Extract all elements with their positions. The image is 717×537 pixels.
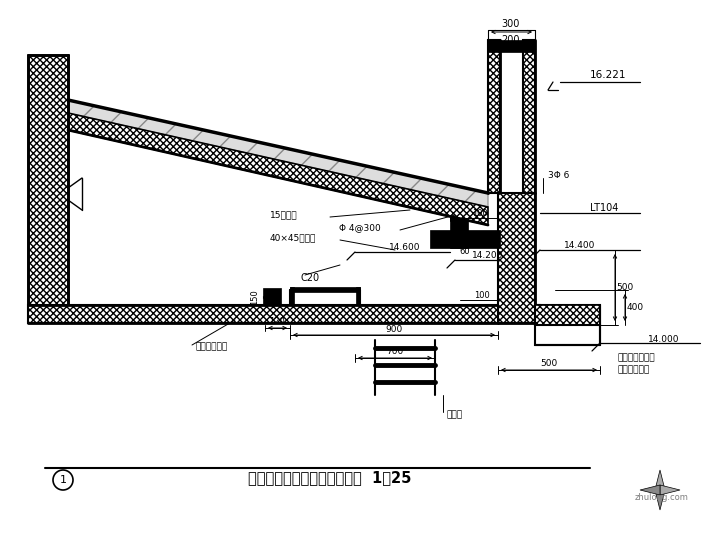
Text: 500: 500 (541, 359, 558, 368)
Text: 100: 100 (472, 208, 488, 217)
Text: 120: 120 (269, 317, 285, 326)
Text: 3Φ 6: 3Φ 6 (548, 171, 569, 179)
Text: 铁爬梯: 铁爬梯 (447, 410, 463, 419)
Polygon shape (640, 485, 660, 495)
Text: 60: 60 (460, 248, 470, 257)
Text: C20: C20 (300, 273, 320, 283)
Text: LT104: LT104 (590, 203, 618, 213)
Text: zhulong.com: zhulong.com (635, 494, 689, 503)
Polygon shape (68, 100, 488, 207)
Polygon shape (68, 113, 488, 225)
Text: 500: 500 (617, 282, 634, 292)
Text: 坡屋面以此点和: 坡屋面以此点和 (618, 353, 655, 362)
Text: 100: 100 (474, 291, 490, 300)
Bar (450, 218, 468, 248)
Text: 14.200: 14.200 (473, 250, 503, 259)
Text: 14.400: 14.400 (564, 241, 596, 250)
Text: 通过老虎窗上人检修屋面大样  1：25: 通过老虎窗上人检修屋面大样 1：25 (248, 470, 412, 485)
Bar (290, 287, 294, 305)
Polygon shape (660, 485, 680, 495)
Text: 15厚木板: 15厚木板 (270, 211, 298, 220)
Polygon shape (655, 470, 665, 490)
Bar (535, 325, 600, 345)
Text: Φ 4@300: Φ 4@300 (339, 223, 381, 233)
Text: 300: 300 (502, 19, 521, 29)
Text: 200: 200 (502, 35, 521, 45)
Bar (430, 230, 500, 248)
Bar (356, 287, 360, 305)
Text: 14.000: 14.000 (648, 336, 680, 345)
Text: 16.221: 16.221 (590, 70, 627, 80)
Text: 700: 700 (386, 347, 404, 357)
Bar (263, 288, 281, 305)
Text: 900: 900 (385, 324, 403, 333)
Bar (535, 305, 600, 325)
Text: 防水油膏封堵: 防水油膏封堵 (195, 343, 227, 352)
Polygon shape (535, 305, 600, 325)
Bar (290, 287, 360, 292)
Text: 400: 400 (627, 302, 644, 311)
Polygon shape (28, 55, 68, 320)
Polygon shape (488, 40, 500, 193)
Polygon shape (28, 305, 540, 323)
Text: 150: 150 (250, 289, 260, 305)
Polygon shape (498, 193, 535, 323)
Bar (488, 40, 535, 52)
Polygon shape (523, 40, 535, 193)
Text: 40×45盖板框: 40×45盖板框 (270, 234, 316, 243)
Text: 14.600: 14.600 (389, 243, 421, 252)
Text: 1: 1 (60, 475, 67, 485)
Text: 最高点定坡度: 最高点定坡度 (618, 366, 650, 374)
Polygon shape (655, 490, 665, 510)
